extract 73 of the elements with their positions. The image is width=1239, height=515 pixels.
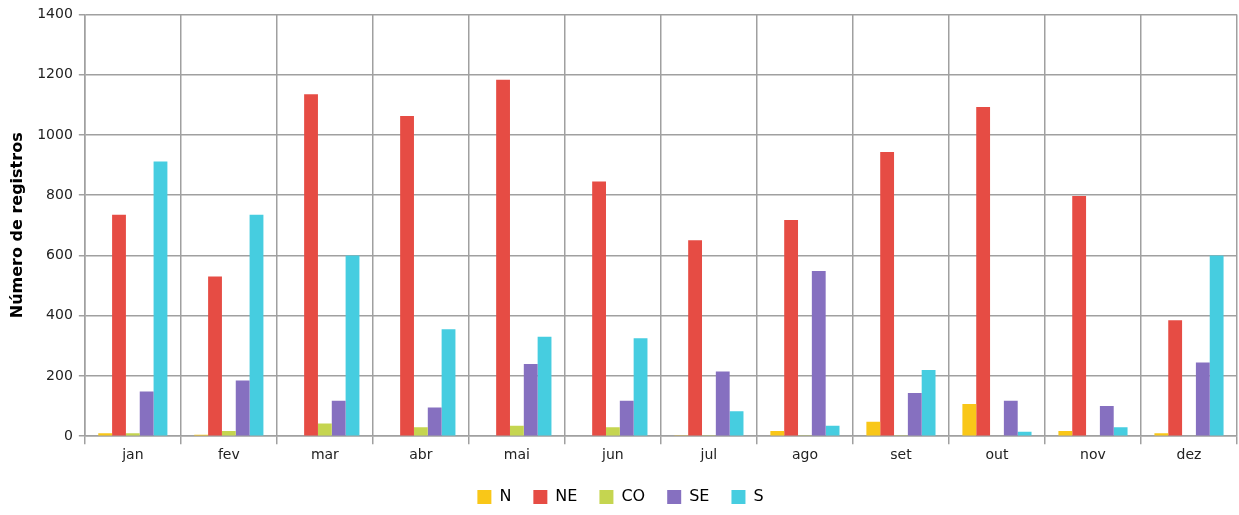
bar <box>98 433 113 436</box>
y-tick-label: 200 <box>46 366 73 383</box>
bar <box>112 214 126 436</box>
x-tick-label: dez <box>1176 446 1202 463</box>
bar <box>249 214 264 436</box>
x-tick-label: jul <box>699 446 718 463</box>
x-tick-label: mai <box>503 446 530 463</box>
y-tick-label: 1200 <box>37 65 73 82</box>
legend-label: NE <box>555 486 578 506</box>
y-tick-label: 600 <box>46 246 73 263</box>
bar <box>907 393 922 436</box>
x-tick-label: mar <box>310 446 340 463</box>
bar <box>235 380 250 436</box>
bar <box>784 219 799 436</box>
bar <box>331 400 346 436</box>
y-axis-title: Número de registros <box>6 132 26 319</box>
x-tick-label: jan <box>121 446 144 463</box>
bar <box>304 94 318 436</box>
bar <box>633 338 648 436</box>
x-tick-label: abr <box>409 446 433 463</box>
x-tick-label: fev <box>217 446 240 463</box>
y-tick-label: 0 <box>63 426 73 443</box>
y-tick-label: 400 <box>46 306 73 323</box>
bar <box>345 255 360 436</box>
bar <box>1168 320 1183 436</box>
y-tick-label: 1000 <box>37 125 73 142</box>
bar <box>139 391 154 436</box>
x-tick-label: out <box>985 446 1009 463</box>
bar <box>729 411 744 436</box>
y-tick-label: 1400 <box>37 5 73 22</box>
bar <box>1072 196 1087 436</box>
legend-label: N <box>499 486 512 506</box>
bar <box>125 433 140 436</box>
bar <box>221 431 236 436</box>
x-tick-label: jun <box>601 446 624 463</box>
bar <box>1003 400 1018 436</box>
bar <box>825 425 840 436</box>
bar <box>523 363 538 436</box>
bar <box>715 371 730 436</box>
y-tick-label: 800 <box>46 185 73 202</box>
bar <box>619 400 634 436</box>
bar <box>1058 431 1073 436</box>
x-tick-label: nov <box>1080 446 1106 463</box>
legend-label: CO <box>621 486 646 506</box>
bar <box>317 423 332 436</box>
bar <box>880 152 895 436</box>
bar <box>976 106 991 436</box>
bar <box>427 407 442 436</box>
bar <box>1154 433 1169 436</box>
bar <box>1209 255 1224 436</box>
bar <box>866 421 881 436</box>
bar <box>605 427 620 436</box>
bar <box>962 403 977 436</box>
bar <box>811 271 826 436</box>
bar <box>1113 427 1128 436</box>
bar <box>441 329 456 436</box>
x-tick-label: ago <box>791 446 818 463</box>
bar <box>413 427 428 436</box>
bar <box>509 425 524 436</box>
bar <box>688 240 703 436</box>
bar <box>400 115 414 436</box>
bar <box>1195 362 1210 436</box>
bar <box>1099 406 1114 436</box>
bar <box>770 431 785 436</box>
bar <box>592 181 606 436</box>
bar <box>208 276 222 436</box>
legend-label: S <box>753 486 764 506</box>
x-tick-label: set <box>890 446 913 463</box>
bar <box>921 369 936 436</box>
bar <box>496 79 510 436</box>
legend-label: SE <box>689 486 710 506</box>
bar <box>153 161 168 436</box>
bar <box>537 336 552 436</box>
